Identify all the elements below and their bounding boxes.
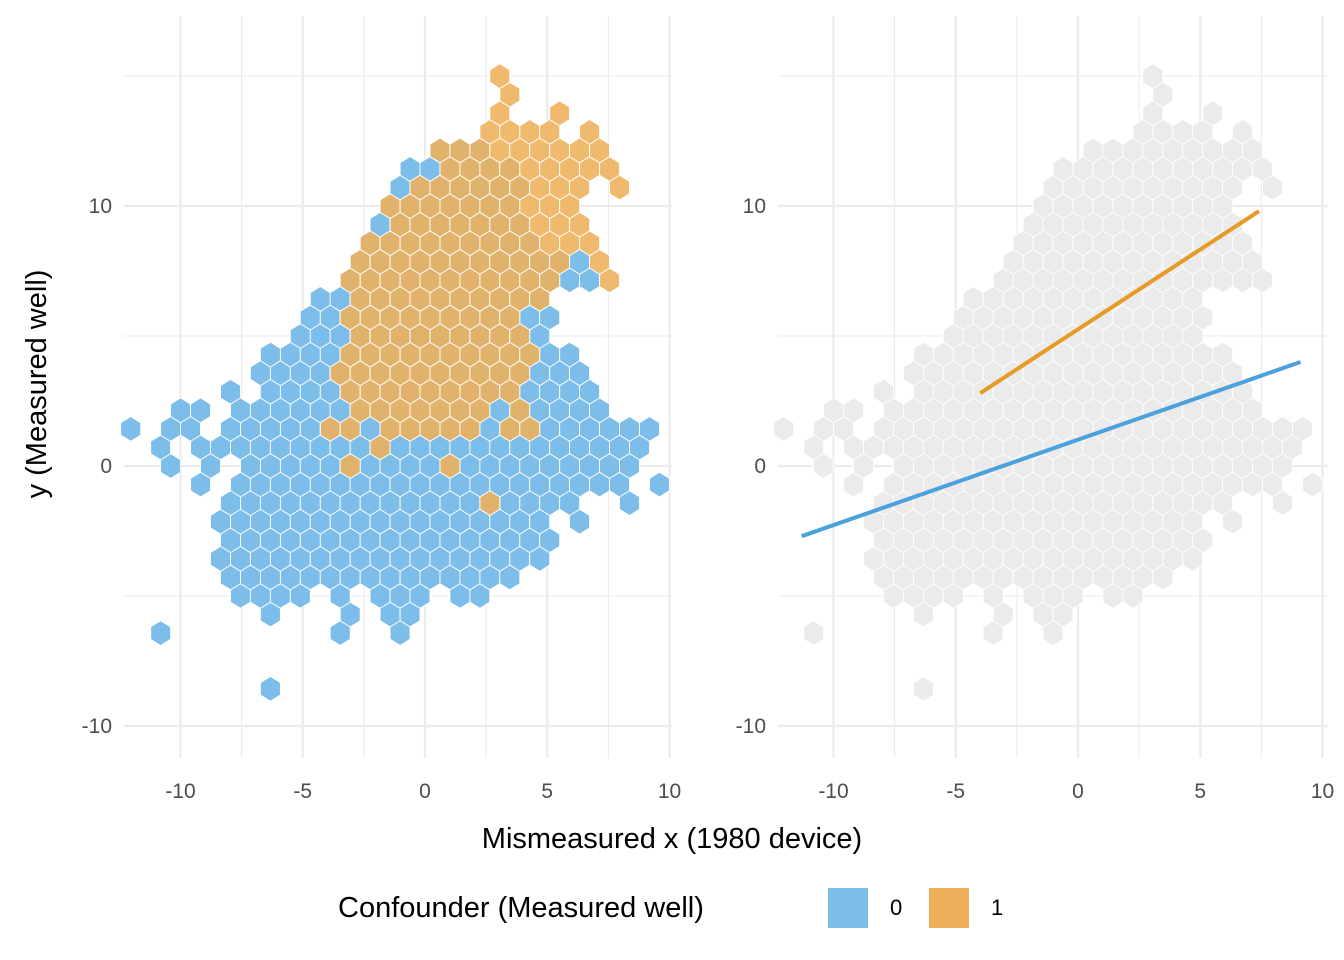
- left-x-tick-label: 0: [419, 780, 431, 803]
- right-x-tick-label: -5: [946, 780, 965, 803]
- hex-bin-group-1: [489, 63, 511, 90]
- right-x-tick-label: 0: [1072, 780, 1084, 803]
- left-x-tick-label: -5: [293, 780, 312, 803]
- hex-bin-background: [1212, 341, 1234, 368]
- legend-swatch-0: [828, 888, 868, 928]
- hex-bin-group-0: [150, 620, 172, 647]
- right-y-tick-label: -10: [736, 715, 766, 738]
- hex-bin-background: [873, 378, 894, 405]
- right-x-tick-label: 5: [1194, 780, 1206, 803]
- legend-label-1: 1: [991, 895, 1003, 920]
- hex-bin-group-0: [120, 415, 142, 442]
- left-y-tick-label: 0: [100, 455, 112, 478]
- hex-bin-background: [773, 415, 795, 442]
- legend: Confounder (Measured well) 0 1: [338, 888, 1003, 928]
- hex-bin-group-0: [649, 471, 670, 498]
- hex-layer-1: [319, 63, 630, 517]
- hex-bin-group-0: [259, 675, 281, 702]
- right-x-tick-label: -10: [818, 780, 848, 803]
- hex-bin-background: [1202, 100, 1224, 127]
- right-fit-lines: [801, 209, 1302, 539]
- right-x-tick-labels: -10 -5 0 5 10: [818, 780, 1334, 803]
- left-x-tick-label: 5: [541, 780, 553, 803]
- hex-bin-background: [843, 397, 864, 424]
- hex-bin-group-1: [439, 453, 461, 479]
- left-hexbins: [120, 63, 670, 702]
- left-y-tick-labels: -10 0 10: [82, 195, 112, 738]
- hex-bin-group-0: [220, 378, 241, 405]
- legend-label-0: 0: [890, 895, 902, 920]
- left-y-tick-label: -10: [82, 715, 112, 738]
- hex-bin-background: [803, 620, 825, 647]
- y-axis-title: y (Measured well): [21, 270, 53, 499]
- x-axis-title: Mismeasured x (1980 device): [482, 823, 862, 855]
- left-panel: -10 -5 0 5 10 -10 0 10: [82, 16, 681, 803]
- legend-swatch-1: [929, 888, 969, 928]
- fit-line-group-0: [801, 360, 1302, 539]
- hex-bin-group-1: [339, 453, 361, 479]
- hex-bin-background: [1142, 63, 1164, 90]
- right-y-tick-labels: -10 0 10: [736, 195, 766, 738]
- right-panel: -10 -5 0 5 10 -10 0 10: [736, 16, 1334, 803]
- hex-bin-background: [1232, 118, 1254, 145]
- right-y-tick-label: 0: [754, 455, 766, 478]
- left-x-tick-label: 10: [658, 780, 681, 803]
- hex-bin-group-0: [190, 397, 211, 424]
- right-x-tick-label: 10: [1311, 780, 1334, 803]
- hex-bin-background: [1292, 415, 1313, 442]
- left-x-tick-labels: -10 -5 0 5 10: [165, 780, 681, 803]
- hex-bin-group-0: [559, 341, 581, 368]
- hex-bin-background: [912, 675, 934, 702]
- left-x-tick-label: -10: [165, 780, 195, 803]
- hex-bin-group-1: [549, 100, 571, 127]
- hex-bin-group-1: [579, 118, 601, 145]
- hex-bin-group-0: [639, 415, 660, 442]
- left-y-tick-label: 10: [89, 195, 112, 218]
- hex-bin-group-1: [479, 490, 501, 517]
- hex-bin-background: [1302, 471, 1323, 498]
- right-y-tick-label: 10: [743, 195, 766, 218]
- fit-line-group-1: [979, 209, 1261, 395]
- legend-title: Confounder (Measured well): [338, 892, 704, 924]
